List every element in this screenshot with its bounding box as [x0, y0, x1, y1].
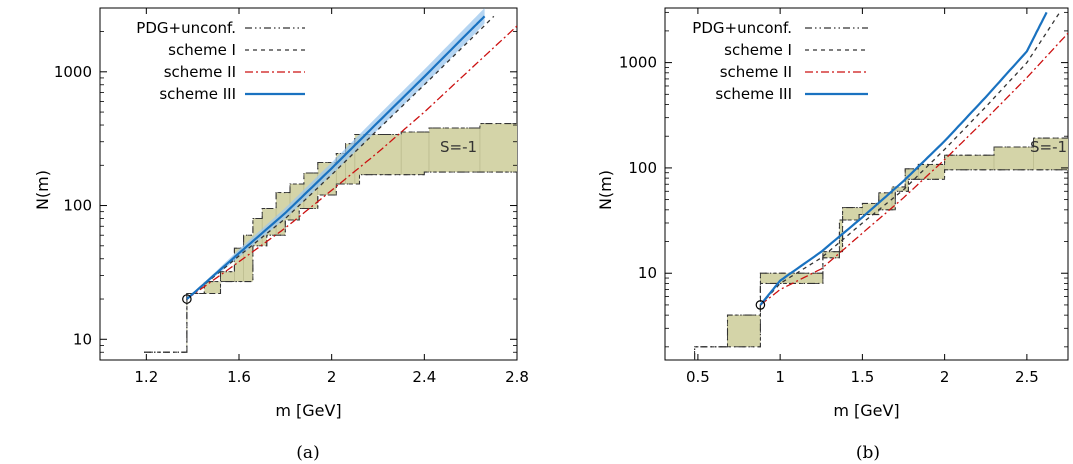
x-axis-label: m [GeV] [833, 401, 899, 420]
x-tick-label: 2.8 [505, 368, 529, 386]
series-scheme-iii [186, 15, 486, 300]
legend-label: scheme II [164, 63, 236, 81]
scheme1-upper-stair [144, 123, 517, 353]
chart-panel-b: S=-1 0.5 1 1.5 2 2.5 10 100 1000 m [GeV] N(m) PDG+u… [596, 7, 1069, 463]
pdg-band [694, 138, 1068, 360]
x-axis-label: m [GeV] [275, 401, 341, 420]
x-tick-label: 1.6 [227, 368, 251, 386]
threshold-point [182, 294, 192, 304]
y-tick-label: 100 [63, 197, 92, 215]
plot-frame [664, 7, 1069, 361]
legend-label: PDG+unconf. [136, 19, 236, 37]
threshold-point [755, 300, 766, 310]
y-tick-label: 100 [628, 159, 657, 177]
x-tick-label: 2.5 [1015, 368, 1039, 386]
x-tick-label: 2.4 [412, 368, 436, 386]
pdg-lower-stair [694, 169, 1068, 360]
panel-caption: (b) [856, 443, 880, 463]
series-scheme-ii [760, 32, 1068, 306]
legend: PDG+unconf. scheme I scheme II scheme III [136, 19, 305, 103]
plot-frame [99, 7, 518, 361]
y-tick-label: 10 [73, 330, 92, 348]
y-axis-label: N(m) [33, 170, 52, 210]
legend-label: scheme III [159, 85, 236, 103]
scheme1-lower-stair [144, 171, 517, 353]
series-scheme-ii [186, 25, 517, 300]
y-tick-label: 1000 [619, 54, 657, 72]
y-tick-label: 1000 [54, 63, 92, 81]
legend-label: scheme I [168, 41, 236, 59]
chart-panel-a: S=-1 1.2 1.6 2 2.4 2.8 10 100 1000 m [GeV] N(m) PDG… [33, 7, 529, 463]
scheme1-lower-stair [694, 169, 1068, 360]
legend-label: PDG+unconf. [692, 19, 792, 37]
x-tick-label: 0.5 [686, 368, 710, 386]
pdg-band [144, 123, 517, 353]
x-tick-label: 2 [327, 368, 337, 386]
plot-area: S=-1 [144, 8, 517, 353]
legend-label: scheme I [724, 41, 792, 59]
y-tick-label: 10 [638, 264, 657, 282]
scheme1-upper-stair [694, 137, 1068, 360]
legend-label: scheme III [715, 85, 792, 103]
legend: PDG+unconf. scheme I scheme II scheme III [692, 19, 868, 103]
pdg-lower-stair [144, 171, 517, 353]
y-axis-label: N(m) [596, 170, 615, 210]
band-label-strangeness: S=-1 [440, 138, 477, 156]
series-scheme-i [759, 12, 1061, 306]
x-tick-label: 1.2 [134, 368, 158, 386]
series-scheme-iii [759, 11, 1048, 306]
x-tick-label: 1.5 [850, 368, 874, 386]
band-label-strangeness: S=-1 [1030, 138, 1067, 156]
x-tick-label: 1 [775, 368, 785, 386]
legend-label: scheme II [720, 63, 792, 81]
panel-caption: (a) [296, 443, 319, 463]
x-tick-label: 2 [940, 368, 950, 386]
